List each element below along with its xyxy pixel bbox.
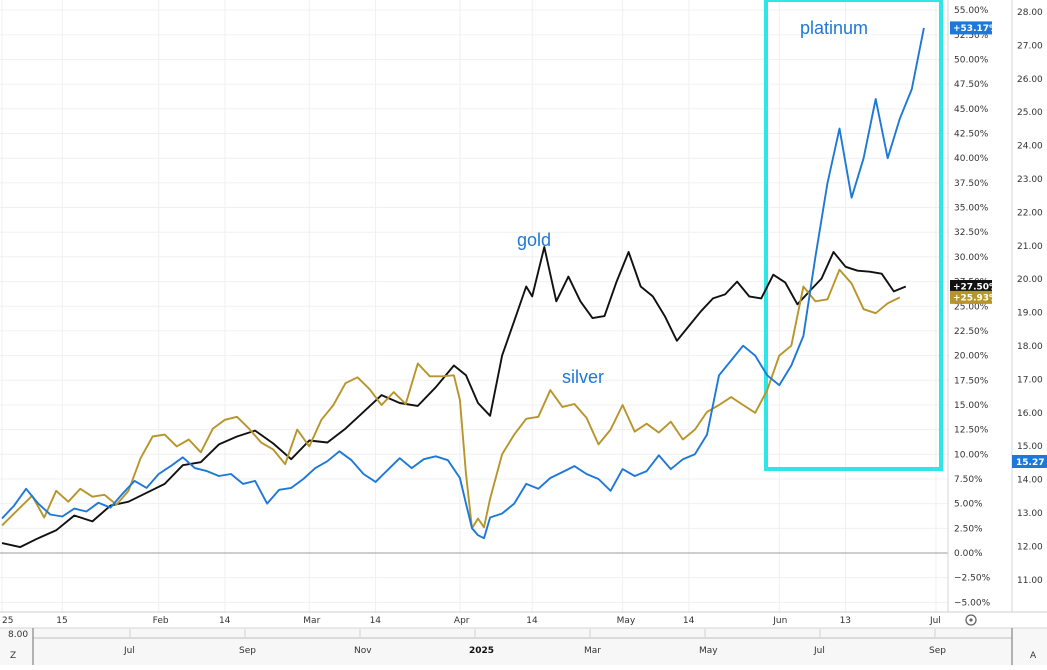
series-line-platinum[interactable]	[1, 27, 925, 540]
percent-tick-label: 47.50%	[954, 80, 989, 90]
price-tick-label: 24.00	[1017, 142, 1043, 152]
last-value-badges: +27.50%+25.93% +53.17%	[950, 21, 998, 304]
price-tick-label: 11.00	[1017, 576, 1043, 586]
percent-tick-label: 50.00%	[954, 56, 989, 66]
percent-tick-label: 17.50%	[954, 376, 989, 386]
percent-tick-label: 5.00%	[954, 500, 983, 510]
badge-bg-silver	[950, 290, 992, 304]
percent-tick-label: 45.00%	[954, 105, 989, 115]
percent-tick-label: 30.00%	[954, 253, 989, 263]
price-tick-label: 20.00	[1017, 275, 1043, 285]
price-badge-text: 15.27	[1016, 458, 1044, 468]
percent-tick-label: −5.00%	[954, 598, 991, 608]
percent-tick-label: 32.50%	[954, 228, 989, 238]
navigator-background	[0, 628, 1047, 665]
badge-bg-platinum	[950, 21, 992, 35]
navigator-left-value: 8.00	[8, 630, 28, 640]
time-tick-label: 15	[56, 616, 67, 626]
time-tick-label: 14	[219, 616, 231, 626]
time-tick-label: Mar	[303, 616, 320, 626]
annotation-gold: gold	[517, 230, 551, 250]
navigator-tick-label: 2025	[469, 646, 494, 656]
gear-icon[interactable]	[965, 614, 977, 626]
percent-tick-label: 37.50%	[954, 179, 989, 189]
badge-text-platinum: +53.17%	[953, 24, 998, 34]
navigator-tick-label: Sep	[239, 646, 256, 656]
time-tick-label: 14	[526, 616, 538, 626]
gear-icon-center	[969, 618, 973, 622]
navigator-tick-label: Nov	[354, 646, 372, 656]
price-axis[interactable]: 28.00 27.00 26.00 25.00 24.00 23.00 22.00 21.00…	[1017, 8, 1043, 586]
time-tick-label: Jun	[772, 616, 787, 626]
badge-bg-gold	[950, 280, 992, 294]
price-tick-label: 23.00	[1017, 175, 1043, 185]
percent-tick-label: 35.00%	[954, 204, 989, 214]
price-tick-label: 22.00	[1017, 208, 1043, 218]
percent-tick-label: 22.50%	[954, 327, 989, 337]
percent-tick-label: 15.00%	[954, 401, 989, 411]
percent-tick-label: 55.00%	[954, 6, 989, 16]
badge-text-gold: +27.50%	[953, 283, 998, 293]
percent-tick-label: 12.50%	[954, 426, 989, 436]
series-lines[interactable]	[1, 27, 925, 549]
percent-tick-label: 2.50%	[954, 524, 983, 534]
annotation-silver: silver	[562, 367, 604, 387]
price-badge-bg	[1012, 455, 1047, 468]
price-tick-label: 18.00	[1017, 342, 1043, 352]
price-tick-label: 16.00	[1017, 409, 1043, 419]
price-tick-label: 19.00	[1017, 309, 1043, 319]
platinum-highlight-box	[764, 0, 943, 471]
time-tick-label: May	[617, 616, 636, 626]
navigator-tick-label: May	[699, 646, 718, 656]
time-axis[interactable]: 25 15 Feb 14 Mar 14 Apr 14 May 14 Jun 13 Jul	[2, 616, 941, 626]
time-tick-label: 14	[683, 616, 695, 626]
price-tick-label: 21.00	[1017, 242, 1043, 252]
annotation-platinum: platinum	[800, 18, 868, 38]
price-tick-label: 25.00	[1017, 108, 1043, 118]
navigator-tick-label: Jul	[813, 646, 825, 656]
price-tick-label: 14.00	[1017, 476, 1043, 486]
percent-tick-label: −2.50%	[954, 574, 991, 584]
time-tick-label: 13	[840, 616, 851, 626]
time-tick-label: Jul	[929, 616, 941, 626]
navigator-ticks: Jul Sep Nov 2025 Mar May Jul Sep	[123, 629, 946, 656]
badge-text-silver: +25.93%	[953, 293, 998, 303]
percent-tick-label: 40.00%	[954, 154, 989, 164]
a-mark: A	[1030, 651, 1037, 661]
navigator-tick-label: Jul	[123, 646, 135, 656]
percent-tick-label: 20.00%	[954, 352, 989, 362]
price-tick-label: 13.00	[1017, 509, 1043, 519]
navigator-tick-label: Sep	[929, 646, 946, 656]
time-tick-label: Apr	[454, 616, 470, 626]
price-tick-label: 27.00	[1017, 41, 1043, 51]
navigator-strip[interactable]: 8.00 Jul Sep Nov 2025 Mar May Jul Sep Z A	[0, 627, 1047, 665]
percent-tick-label: 7.50%	[954, 475, 983, 485]
price-tick-label: 28.00	[1017, 8, 1043, 18]
series-line-silver[interactable]	[1, 268, 901, 530]
percent-tick-label: 42.50%	[954, 130, 989, 140]
time-tick-label: 25	[2, 616, 13, 626]
percent-tick-label: 25.00%	[954, 302, 989, 312]
price-tick-label: 15.00	[1017, 442, 1043, 452]
z-mark: Z	[10, 651, 16, 661]
percent-tick-label: 52.50%	[954, 31, 989, 41]
price-badge: 15.27	[1012, 455, 1047, 468]
series-annotations: platinum gold silver	[517, 18, 868, 387]
percent-tick-label: 0.00%	[954, 549, 983, 559]
price-tick-label: 17.00	[1017, 375, 1043, 385]
navigator-tick-label: Mar	[584, 646, 601, 656]
time-tick-label: Feb	[153, 616, 169, 626]
price-tick-label: 12.00	[1017, 542, 1043, 552]
settings-button[interactable]	[965, 614, 977, 626]
series-line-gold[interactable]	[1, 246, 907, 549]
percent-tick-label: 10.00%	[954, 450, 989, 460]
price-tick-label: 26.00	[1017, 75, 1043, 85]
time-tick-label: 14	[370, 616, 382, 626]
